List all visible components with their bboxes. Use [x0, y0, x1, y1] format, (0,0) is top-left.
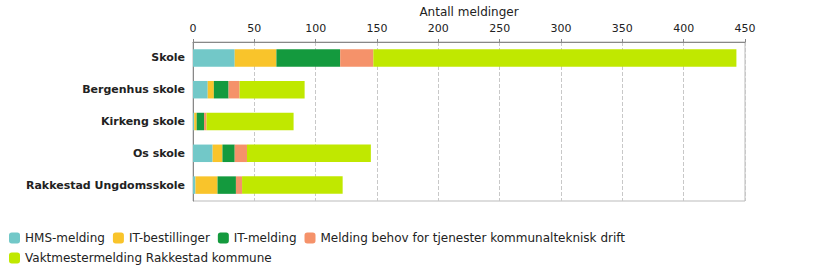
svg-text:HMS-melding: HMS-melding	[25, 231, 105, 245]
svg-text:350: 350	[612, 22, 633, 35]
svg-text:50: 50	[247, 22, 261, 35]
svg-text:Melding behov for tjenester ko: Melding behov for tjenester kommunaltekn…	[321, 231, 626, 245]
svg-text:100: 100	[305, 22, 326, 35]
svg-text:0: 0	[190, 22, 197, 35]
svg-text:250: 250	[489, 22, 510, 35]
svg-text:450: 450	[735, 22, 756, 35]
svg-text:Os skole: Os skole	[133, 147, 185, 160]
svg-text:Antall meldinger: Antall meldinger	[419, 5, 518, 19]
svg-text:IT-bestillinger: IT-bestillinger	[129, 231, 210, 245]
svg-text:Kirkeng skole: Kirkeng skole	[101, 115, 185, 128]
svg-text:Vaktmestermelding Rakkestad ko: Vaktmestermelding Rakkestad kommune	[25, 251, 272, 265]
svg-text:Rakkestad Ungdomsskole: Rakkestad Ungdomsskole	[26, 179, 185, 192]
svg-text:300: 300	[551, 22, 572, 35]
svg-text:150: 150	[367, 22, 388, 35]
svg-text:Skole: Skole	[151, 51, 185, 64]
svg-text:Bergenhus skole: Bergenhus skole	[82, 83, 185, 96]
svg-text:400: 400	[673, 22, 694, 35]
svg-text:IT-melding: IT-melding	[234, 231, 297, 245]
svg-text:200: 200	[428, 22, 449, 35]
